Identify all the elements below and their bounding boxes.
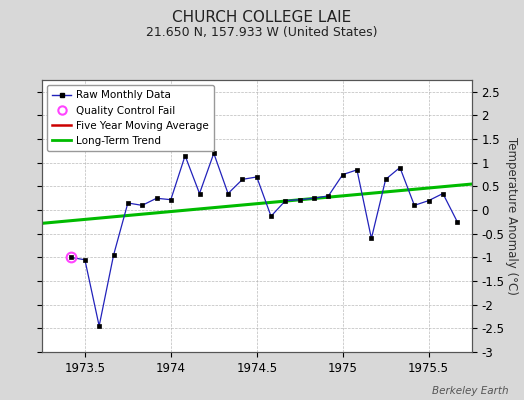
Y-axis label: Temperature Anomaly (°C): Temperature Anomaly (°C): [505, 137, 518, 295]
Legend: Raw Monthly Data, Quality Control Fail, Five Year Moving Average, Long-Term Tren: Raw Monthly Data, Quality Control Fail, …: [47, 85, 214, 151]
Text: 21.650 N, 157.933 W (United States): 21.650 N, 157.933 W (United States): [146, 26, 378, 39]
Text: Berkeley Earth: Berkeley Earth: [432, 386, 508, 396]
Text: CHURCH COLLEGE LAIE: CHURCH COLLEGE LAIE: [172, 10, 352, 25]
